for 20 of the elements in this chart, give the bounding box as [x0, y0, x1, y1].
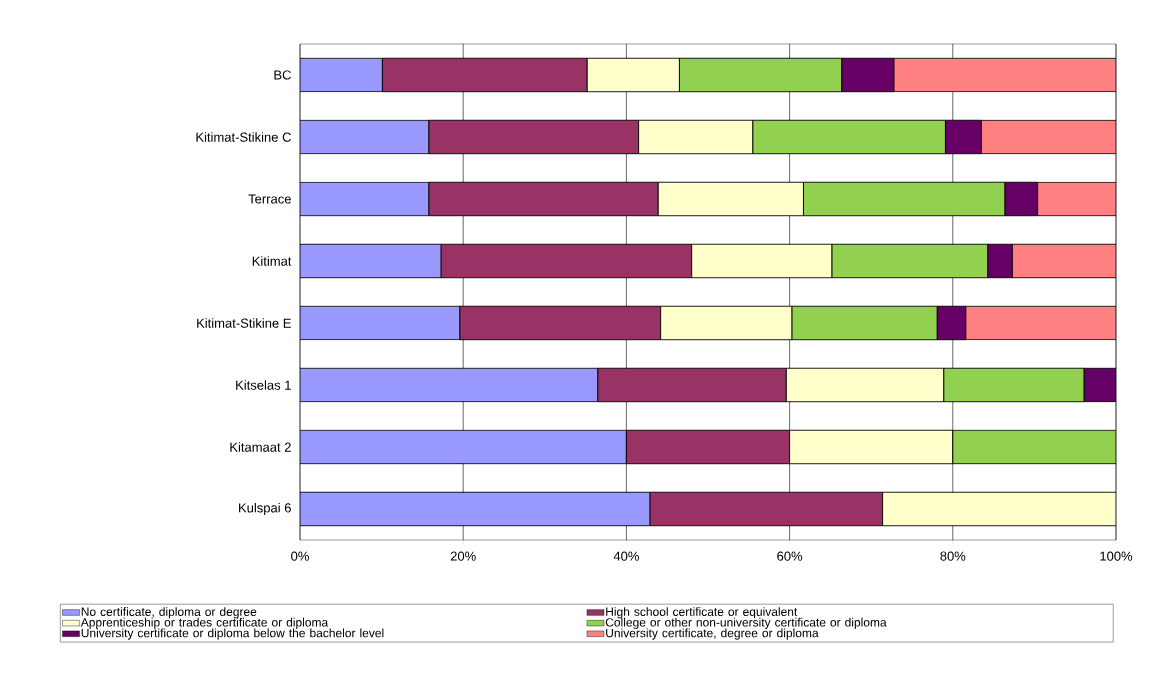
y-tick-label: Kitselas 1: [236, 380, 291, 390]
x-tick-label: 40%: [613, 551, 639, 561]
y-tick-label: Kitimat-Stikine E: [197, 318, 291, 328]
y-tick-label: Kitimat: [252, 256, 292, 266]
x-tick-label: 80%: [940, 551, 966, 561]
x-tick-label: 20%: [450, 551, 476, 561]
legend-label: Apprenticeship or trades certificate or diploma: [80, 617, 329, 629]
legend-label: University certificate or diploma below the bachelor level: [81, 628, 384, 640]
y-tick-label: Kulspai 6: [239, 502, 291, 516]
y-tick-label: Terrace: [248, 194, 291, 204]
legend-label: College or other non-university certificate or diploma: [605, 617, 887, 629]
legend-label: No certificate, diploma or degree: [81, 607, 257, 619]
y-tick-label: Kitimat-Stikine C: [196, 132, 291, 142]
y-tick-label: BC: [274, 70, 291, 80]
legend-label: High school certificate or equivalent: [606, 607, 798, 619]
legend-label: University certificate, degree or diploma: [606, 628, 819, 640]
x-tick-label: 100%: [1100, 551, 1133, 561]
x-tick-label: 60%: [777, 551, 803, 561]
y-tick-label: Kitamaat 2: [230, 442, 291, 452]
x-tick-label: 0%: [291, 551, 309, 561]
